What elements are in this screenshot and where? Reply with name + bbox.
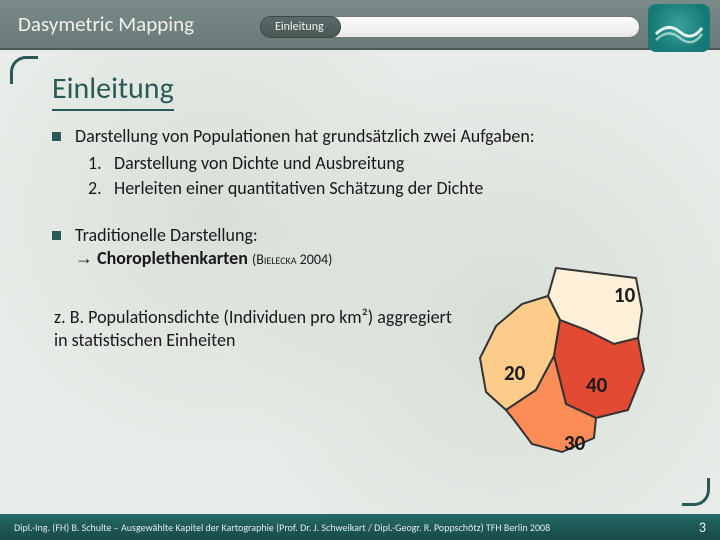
bullet-square-icon bbox=[52, 132, 61, 141]
list-num: 2. bbox=[88, 177, 114, 200]
list-text: Darstellung von Dichte und Ausbreitung bbox=[114, 152, 404, 175]
breadcrumb-label: Einleitung bbox=[275, 20, 324, 34]
footer-text: Dipl.-Ing. (FH) B. Schulte – Ausgewählte… bbox=[14, 521, 550, 534]
list-num: 1. bbox=[88, 152, 114, 175]
bullet-square-icon bbox=[52, 231, 61, 240]
bullet-2-term: Choroplethenkarten bbox=[97, 247, 248, 269]
map-label-20: 20 bbox=[504, 360, 525, 386]
corner-decoration-tl bbox=[10, 56, 38, 84]
citation: (Bielecka 2004) bbox=[252, 251, 332, 268]
footer: Dipl.-Ing. (FH) B. Schulte – Ausgewählte… bbox=[0, 514, 720, 540]
list-item: 2. Herleiten einer quantitativen Schätzu… bbox=[88, 177, 680, 200]
map-label-10: 10 bbox=[614, 282, 635, 308]
breadcrumb-bar: Einleitung bbox=[260, 16, 640, 38]
list-item: 1. Darstellung von Dichte und Ausbreitun… bbox=[88, 152, 680, 175]
page-number: 3 bbox=[699, 519, 706, 536]
bullet-1-text: Darstellung von Populationen hat grundsä… bbox=[75, 125, 680, 148]
breadcrumb-pill: Einleitung bbox=[260, 16, 341, 38]
corner-decoration-br bbox=[682, 478, 710, 506]
bullet-2-line1: Traditionelle Darstellung: bbox=[75, 224, 258, 246]
bullet-1: Darstellung von Populationen hat grundsä… bbox=[52, 125, 680, 148]
map-label-40: 40 bbox=[586, 372, 607, 398]
list-text: Herleiten einer quantitativen Schätzung … bbox=[114, 177, 483, 200]
map-label-30: 30 bbox=[564, 430, 585, 456]
slide-heading: Einleitung bbox=[52, 70, 174, 111]
ordered-list: 1. Darstellung von Dichte und Ausbreitun… bbox=[88, 152, 680, 200]
topbar-title: Dasymetric Mapping bbox=[18, 11, 194, 37]
example-text: z. B. Populationsdichte (Individuen pro … bbox=[54, 306, 464, 352]
arrow-icon: → bbox=[75, 248, 93, 268]
slide: Dasymetric Mapping Einleitung Einleitung… bbox=[0, 0, 720, 540]
logo bbox=[648, 4, 710, 52]
choropleth-map: 10 20 40 30 bbox=[466, 260, 666, 460]
